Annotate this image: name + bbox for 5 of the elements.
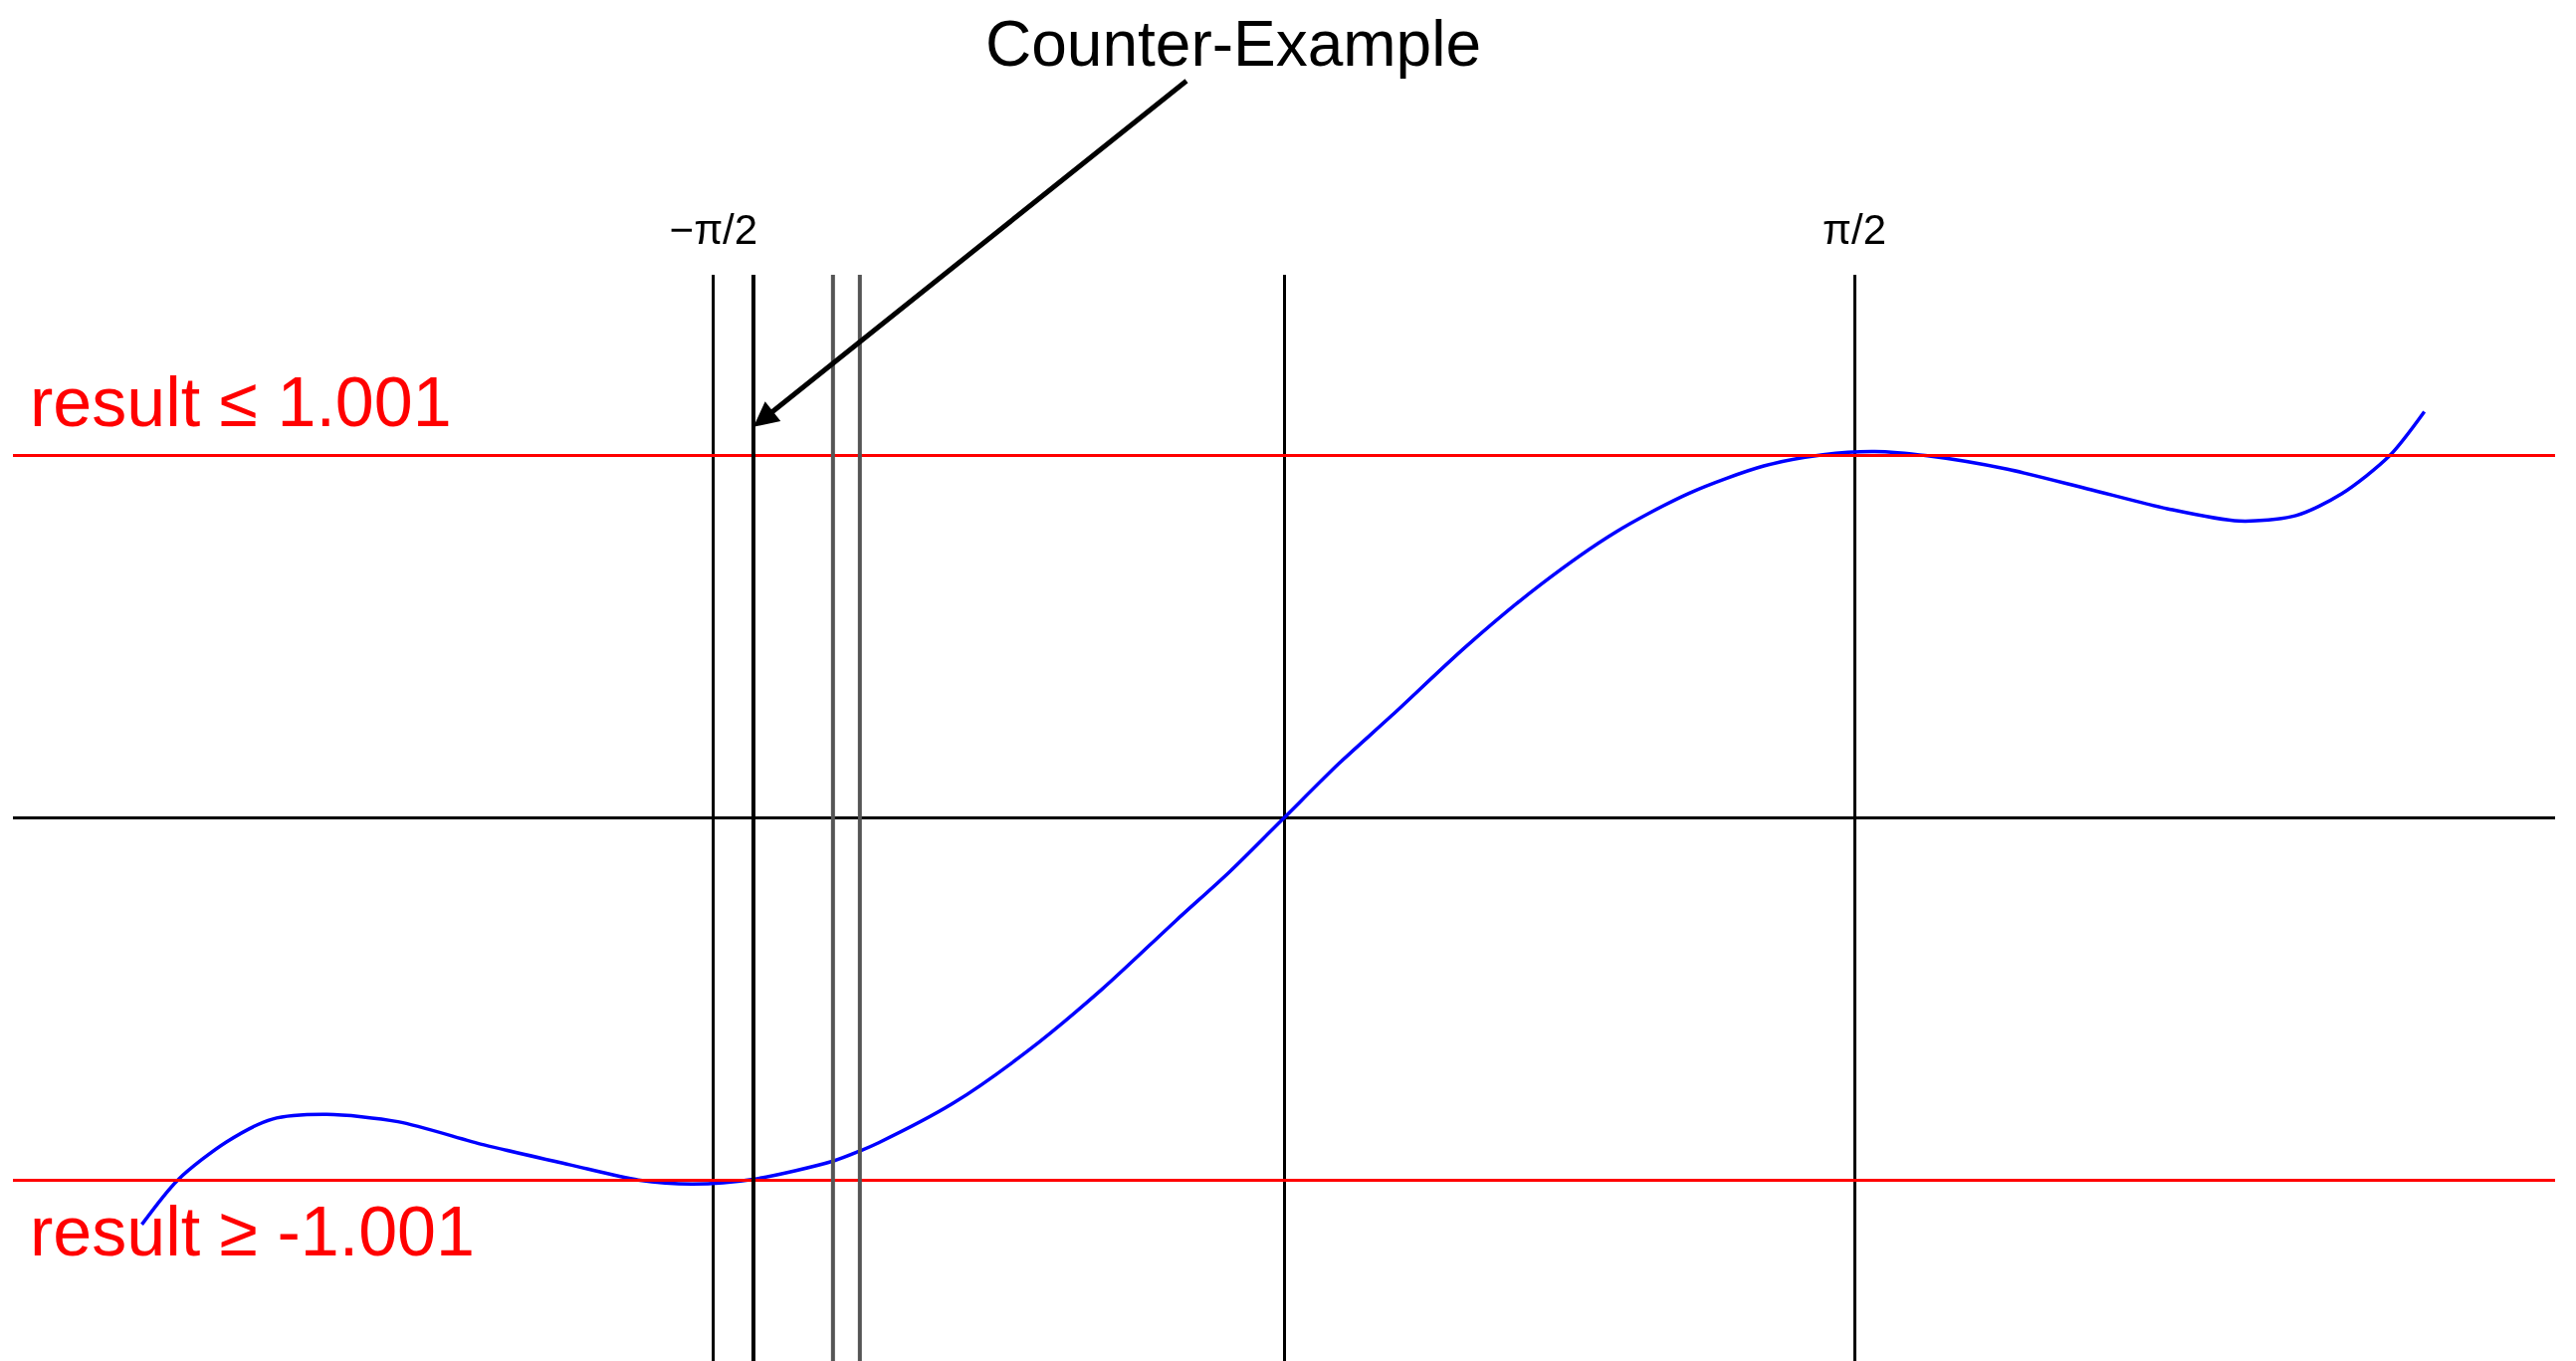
x-tick-label: π/2 xyxy=(1823,205,1887,253)
ref-line-label: result ≤ 1.001 xyxy=(30,363,452,441)
ref-line-label: result ≥ -1.001 xyxy=(30,1193,475,1270)
annotation: Counter-Example xyxy=(985,8,1481,80)
x-tick-label: −π/2 xyxy=(669,205,758,253)
